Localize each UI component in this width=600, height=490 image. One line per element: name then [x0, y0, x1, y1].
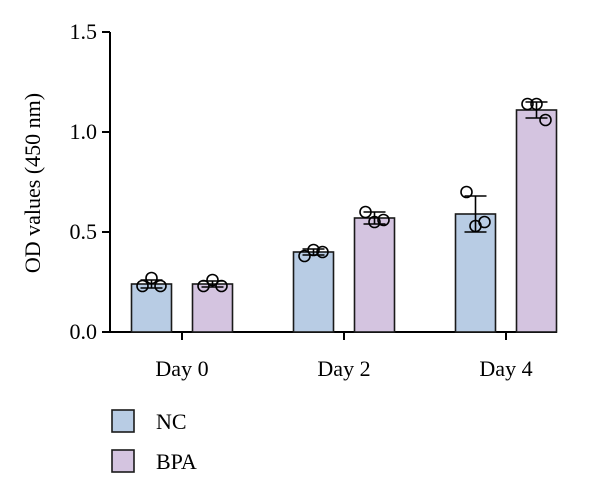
x-tick-label: Day 2: [317, 356, 370, 381]
bars: [130, 109, 558, 333]
data-point: [298, 249, 311, 263]
data-point: [530, 97, 543, 111]
axes: 0.0 0.5 1.0 1.5 Day 0 Day 2 Day 4: [70, 19, 557, 381]
y-tick-label: 0.5: [70, 219, 98, 244]
x-tick-label: Day 0: [155, 356, 208, 381]
data-point: [368, 215, 381, 229]
error-bars: [140, 101, 548, 289]
data-point: [316, 245, 329, 259]
legend-label-bpa: BPA: [156, 449, 197, 474]
data-points: [136, 97, 552, 293]
legend-label-nc: NC: [156, 409, 187, 434]
bar-nc-2: [454, 213, 497, 333]
bar-bpa-1: [353, 217, 396, 333]
y-tick-label: 1.5: [70, 19, 98, 44]
y-tick-label: 0.0: [70, 319, 98, 344]
bar-nc-1: [292, 251, 335, 333]
data-point: [478, 215, 491, 229]
bar-nc-0: [130, 283, 173, 333]
data-point: [460, 185, 473, 199]
data-point: [377, 213, 390, 227]
y-tick-label: 1.0: [70, 119, 98, 144]
bar-bpa-2: [515, 109, 558, 333]
data-point: [307, 243, 320, 257]
legend-swatch-bpa: [111, 449, 135, 473]
data-point: [197, 279, 210, 293]
data-point: [215, 279, 228, 293]
data-point: [136, 279, 149, 293]
data-point: [521, 97, 534, 111]
bar-bpa-0: [191, 283, 234, 333]
x-tick-label: Day 4: [479, 356, 532, 381]
legend: NC BPA: [111, 409, 197, 474]
data-point: [154, 279, 167, 293]
y-axis-label: OD values (450 nm): [20, 93, 45, 273]
legend-swatch-nc: [111, 409, 135, 433]
data-point: [206, 273, 219, 287]
data-point: [145, 271, 158, 285]
data-point: [359, 205, 372, 219]
data-point: [539, 113, 552, 127]
